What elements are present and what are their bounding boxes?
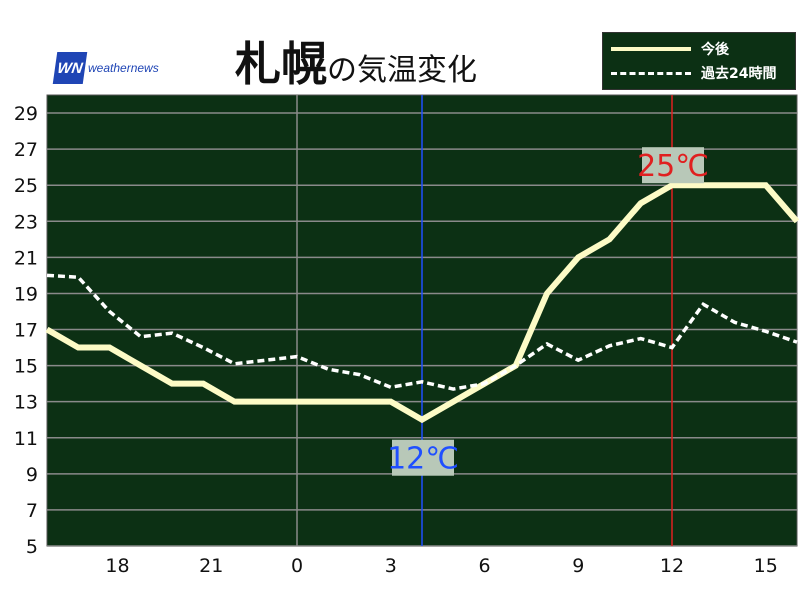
x-tick-label: 3 (385, 555, 397, 577)
y-tick-label: 29 (14, 103, 38, 125)
y-tick-label: 17 (14, 320, 38, 342)
title-suffix: の気温変化 (327, 53, 477, 88)
legend-past: 過去24時間 (611, 63, 776, 83)
y-tick-label: 19 (14, 283, 38, 305)
y-tick-label: 13 (14, 392, 38, 414)
legend-solid-line (611, 47, 691, 51)
forecast-line (45, 182, 800, 424)
min-label-box (392, 439, 454, 476)
legend-past-label: 過去24時間 (701, 66, 777, 82)
y-tick-label: 23 (14, 211, 38, 233)
x-tick-label: 9 (572, 555, 584, 577)
x-tick-label: 18 (105, 555, 129, 577)
title-city: 札幌 (235, 37, 327, 91)
past-24h-line (46, 273, 798, 391)
x-tick-label: 21 (199, 555, 223, 577)
y-tick-label: 27 (14, 139, 38, 161)
x-tick-label: 6 (478, 555, 490, 577)
max-temperature-label: 25℃ (637, 149, 709, 184)
min-temperature-label: 12℃ (387, 442, 459, 477)
legend-forecast-label: 今後 (701, 42, 729, 58)
y-tick-label: 9 (26, 464, 38, 486)
chart-title: 札幌の気温変化 (235, 28, 477, 94)
y-tick-label: 11 (14, 428, 38, 450)
y-tick-label: 7 (26, 500, 38, 522)
y-tick-label: 25 (14, 175, 38, 197)
max-label-box (642, 147, 704, 184)
y-tick-label: 5 (26, 536, 38, 558)
legend: 今後 過去24時間 (602, 32, 796, 90)
weathernews-logo: WN weathernews (52, 52, 159, 84)
x-tick-label: 12 (660, 555, 684, 577)
x-tick-label: 0 (291, 555, 303, 577)
x-tick-label: 15 (754, 555, 778, 577)
y-tick-label: 21 (14, 247, 38, 269)
logo-text: weathernews (88, 61, 159, 75)
legend-dashed-line (611, 71, 691, 75)
y-tick-label: 15 (14, 356, 38, 378)
legend-forecast: 今後 (611, 39, 729, 59)
